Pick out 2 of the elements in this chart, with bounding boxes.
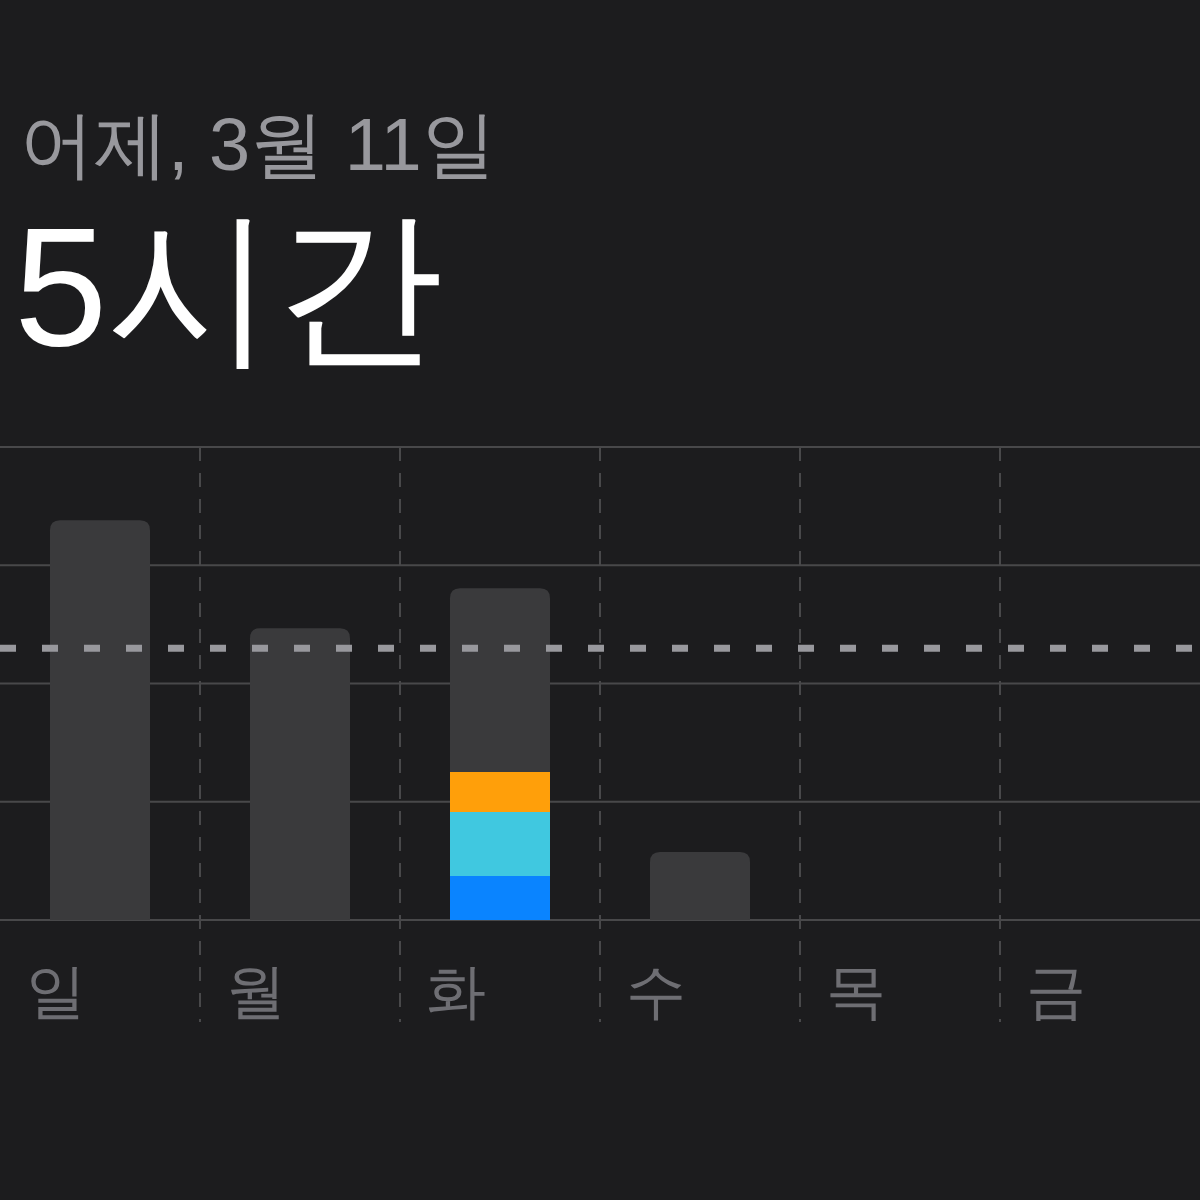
title: 5시간 xyxy=(14,193,444,381)
subtitle: 어제, 3월 11일 xyxy=(20,103,496,186)
